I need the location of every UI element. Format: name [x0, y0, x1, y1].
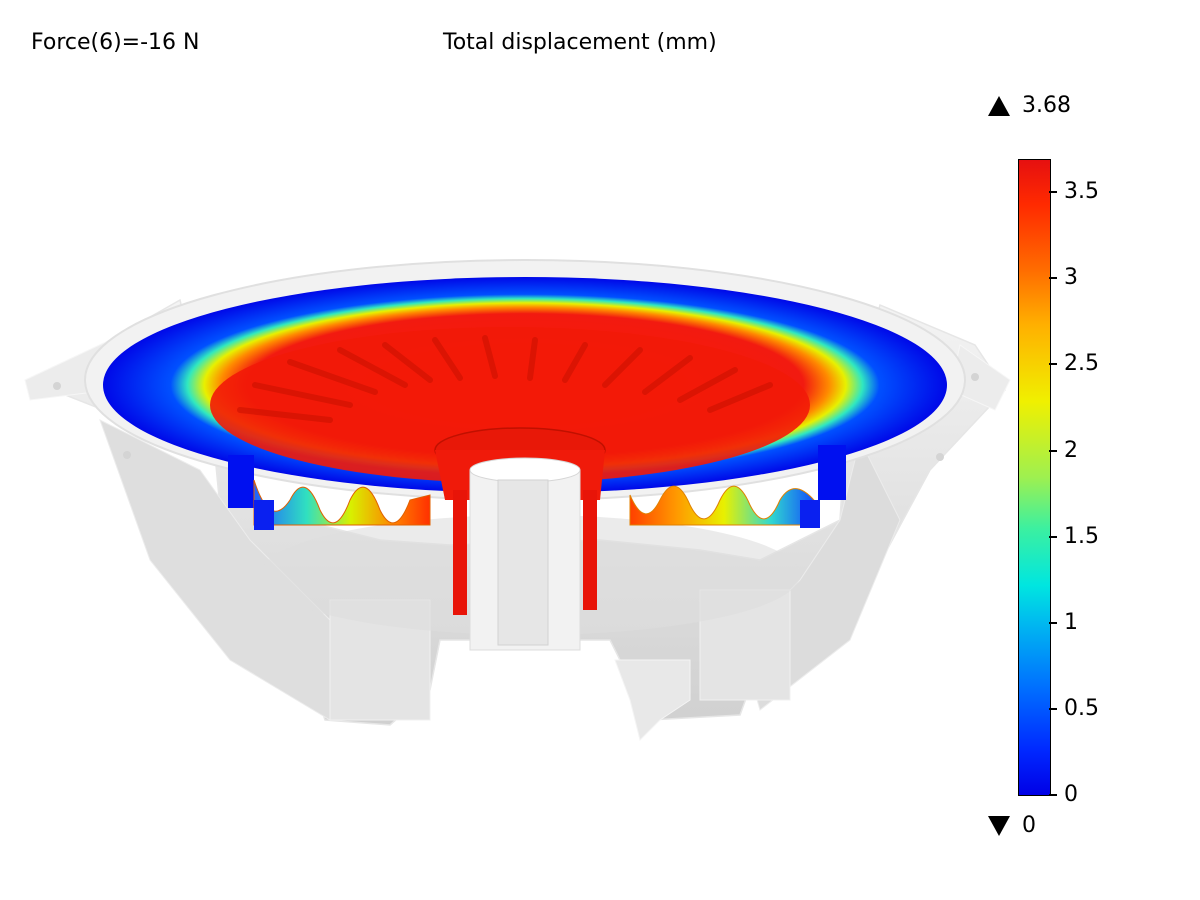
min-value-indicator: 0 [988, 815, 1036, 837]
cut-section-right [629, 445, 846, 528]
colorbar-tick-label: 3 [1064, 265, 1078, 290]
colorbar-tick [1049, 536, 1057, 538]
colorbar-tick-label: 2.5 [1064, 351, 1099, 376]
pole-top [469, 457, 581, 483]
colorbar-tick [1049, 794, 1057, 796]
colorbar-tick-label: 1 [1064, 610, 1078, 635]
colorbar-tick-label: 1.5 [1064, 524, 1099, 549]
triangle-up-icon [988, 96, 1010, 116]
min-value-label: 0 [1022, 813, 1036, 838]
diaphragm-center [210, 327, 810, 483]
center-bore [497, 479, 549, 646]
colorbar-tick-label: 0.5 [1064, 696, 1099, 721]
plot-title: Total displacement (mm) [443, 30, 717, 55]
colorbar-tick [1049, 191, 1057, 193]
mount-hole [936, 453, 944, 461]
colorbar-tick [1049, 708, 1057, 710]
colorbar-tick [1049, 277, 1057, 279]
mount-hole [123, 451, 131, 459]
mount-hole [971, 373, 979, 381]
mount-hole [53, 382, 61, 390]
color-legend-bar [1018, 159, 1051, 796]
voice-coil-left [453, 490, 467, 615]
cut-section-left [228, 455, 431, 530]
voice-coil-right [583, 490, 597, 610]
colorbar-tick-label: 3.5 [1064, 179, 1099, 204]
max-value-indicator: 3.68 [988, 95, 1071, 117]
colorbar-tick-label: 0 [1064, 782, 1078, 807]
colorbar-tick [1049, 450, 1057, 452]
colorbar-tick-label: 2 [1064, 438, 1078, 463]
parameter-label: Force(6)=-16 N [31, 30, 200, 55]
colorbar-tick [1049, 622, 1057, 624]
diaphragm-ribs [237, 335, 773, 423]
triangle-down-icon [988, 816, 1010, 836]
colorbar-tick [1049, 363, 1057, 365]
max-value-label: 3.68 [1022, 93, 1071, 118]
